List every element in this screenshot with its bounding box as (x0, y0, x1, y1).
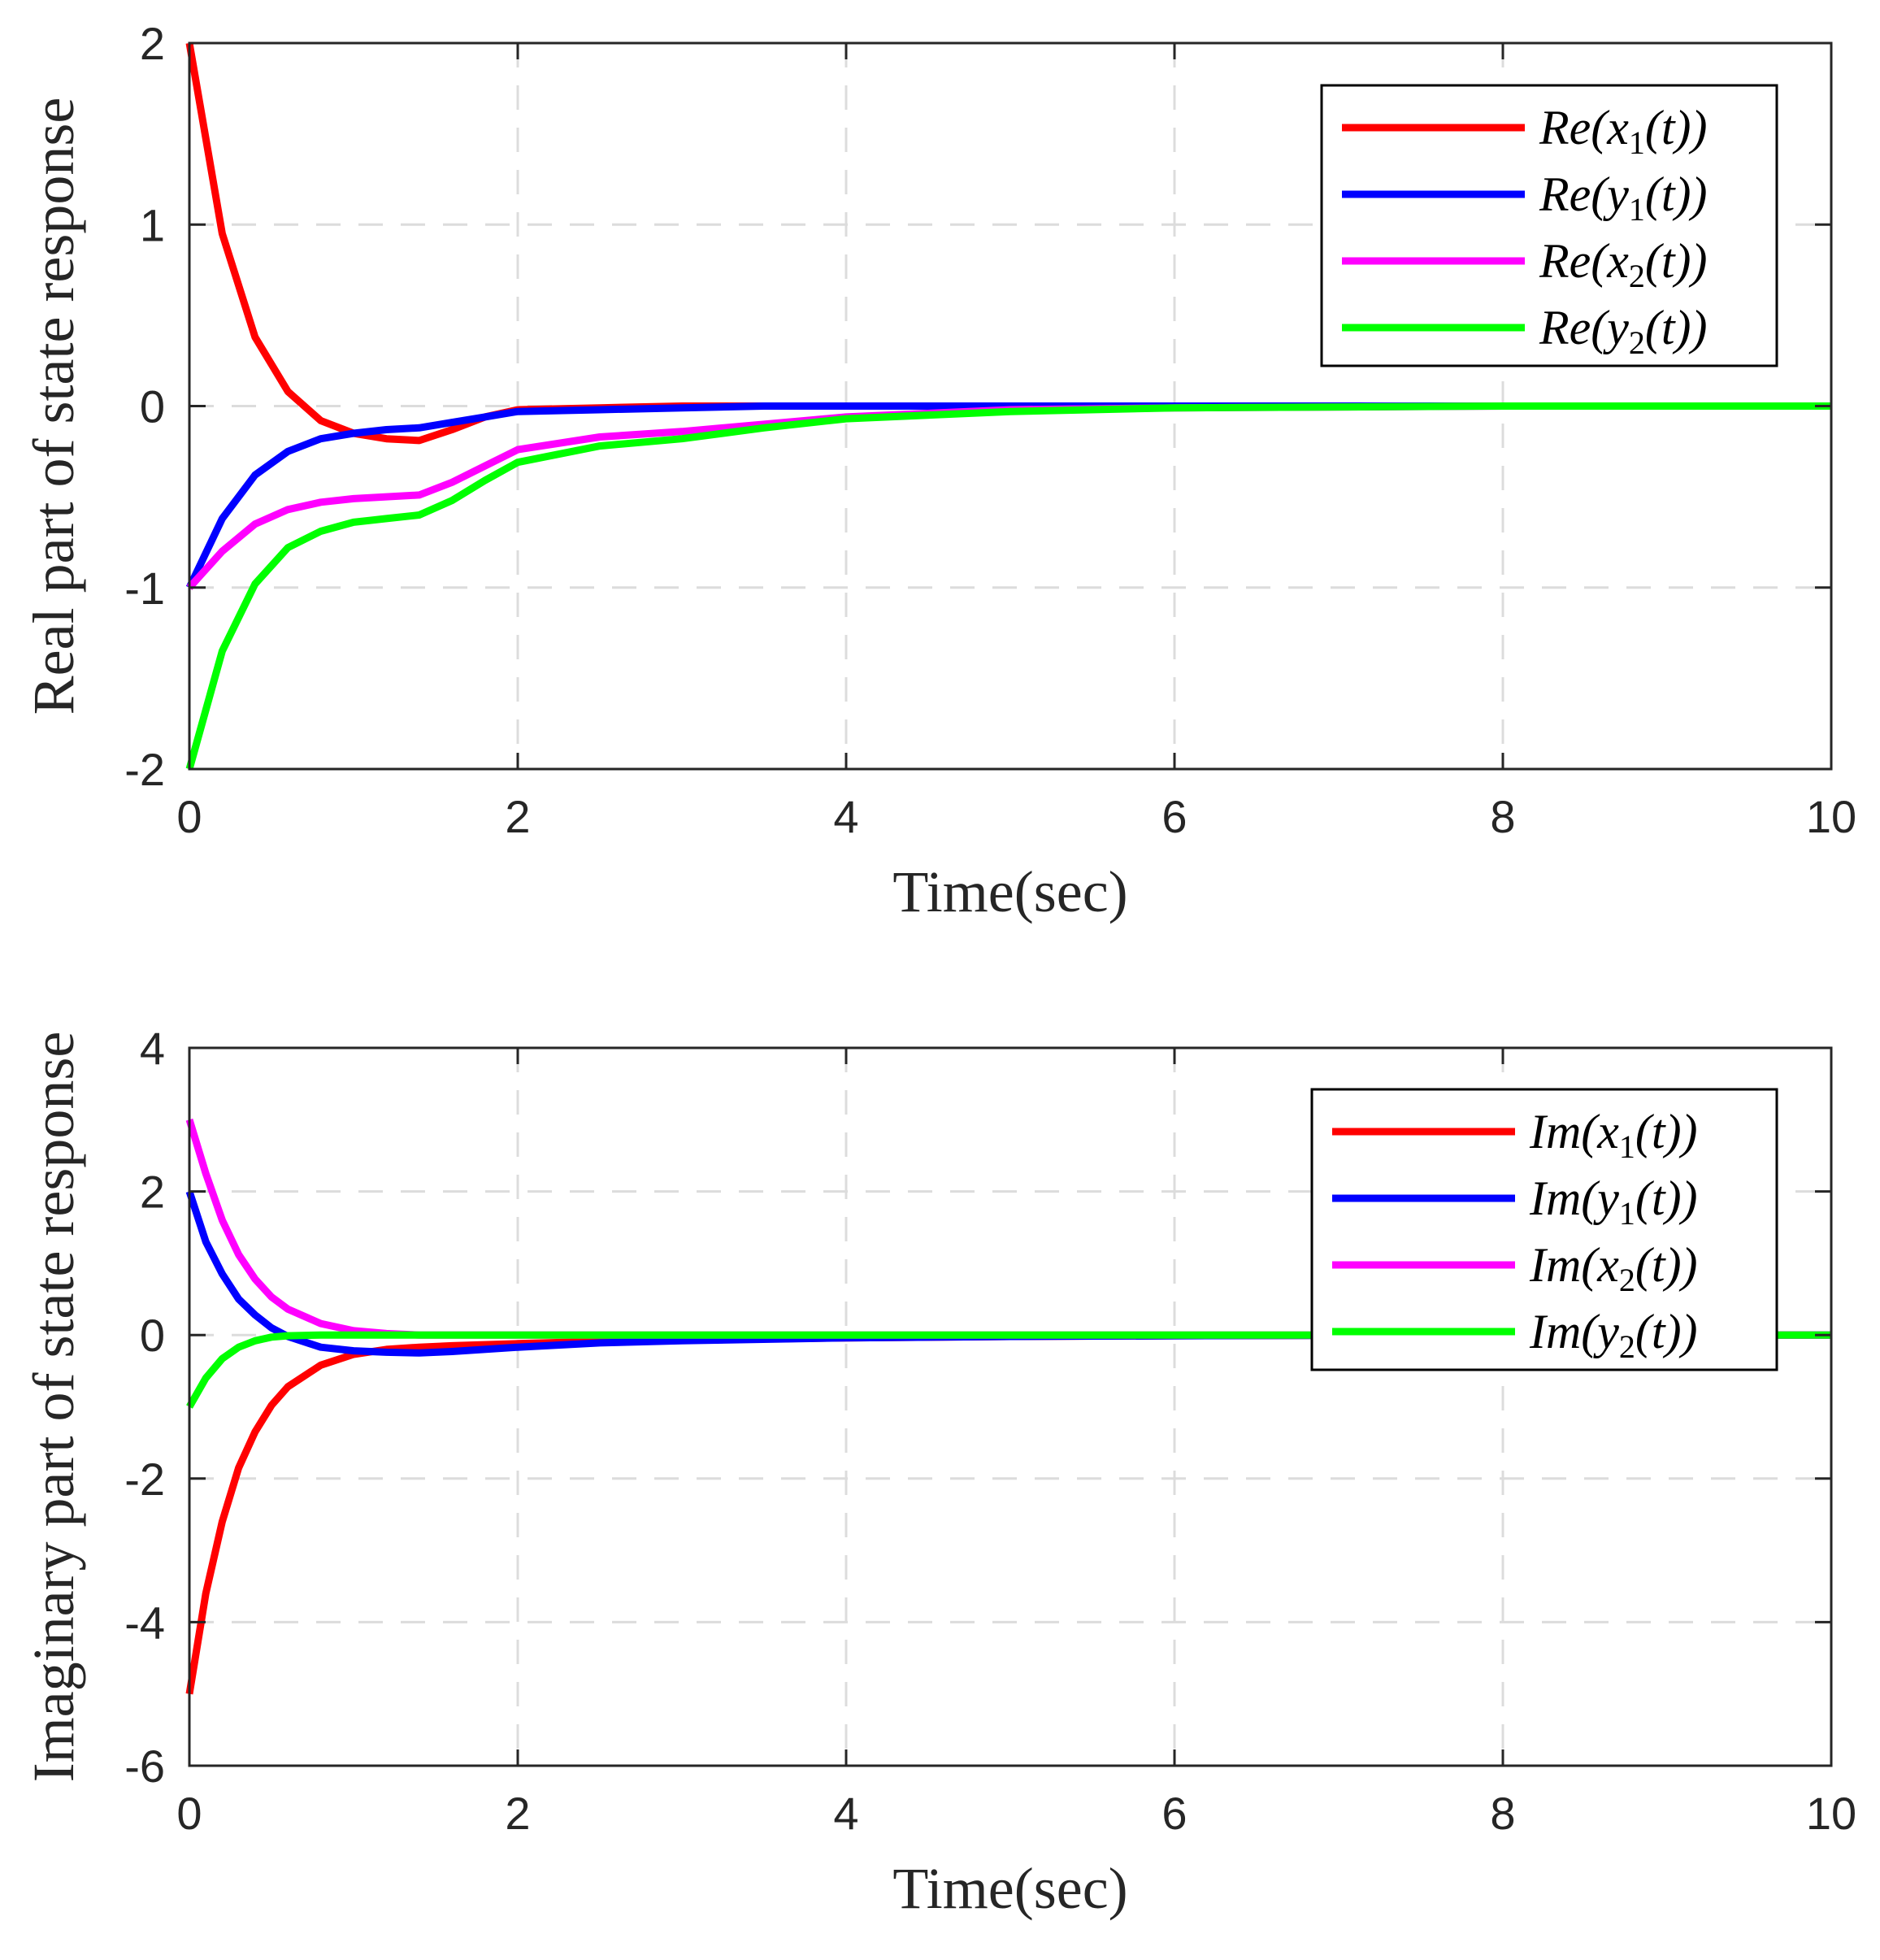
chart-panel-2: 0 2 4 6 8 10 -6 -4 -2 0 2 4 Time(sec) Imaginary part … (21, 1023, 1856, 1921)
legend: Re(x1(t))Re(y1(t))Re(x2(t)) Re(y2(t)) (1320, 84, 1778, 367)
y-tick-label: 2 (140, 18, 165, 69)
legend-label: Re(x2(t)) (1539, 234, 1708, 294)
legend-label: Im(x1(t)) (1529, 1105, 1698, 1165)
legend-label: Im(y1(t)) (1529, 1171, 1698, 1232)
y-tick-label: 0 (140, 1310, 165, 1361)
y-axis-label: Real part of state response (21, 98, 86, 715)
legend-label: Re(y2(t)) (1539, 301, 1708, 361)
legend-label: Im(y2(t)) (1529, 1305, 1698, 1365)
x-axis-label: Time(sec) (892, 859, 1127, 924)
legend-label: Im(x2(t)) (1529, 1238, 1698, 1298)
x-tick-label: 6 (1161, 1788, 1187, 1839)
x-tick-label: 10 (1806, 1788, 1856, 1839)
x-tick-label: 0 (176, 1788, 202, 1839)
x-tick-label: 2 (505, 1788, 530, 1839)
axes-frame (188, 1046, 1833, 1767)
legend-label: Re(y1(t)) (1539, 167, 1708, 228)
x-tick-label: 6 (1161, 791, 1187, 842)
chart-panel-1: 0 2 4 6 8 10 -2 -1 0 1 2 Time(sec) Real part of stat… (21, 18, 1856, 924)
legend: Im(x1(t))Im(y1(t))Im(x2(t)) Im(y2(t)) (1310, 1088, 1778, 1371)
legend-box (1320, 84, 1778, 367)
x-tick-label: 10 (1806, 791, 1856, 842)
series-line-im-y2-t (186, 1331, 1831, 1409)
series-line-re-y2-t (185, 402, 1831, 771)
legend-label: Re(x1(t)) (1539, 101, 1708, 161)
x-tick-label: 8 (1490, 1788, 1515, 1839)
x-tick-label: 4 (833, 1788, 858, 1839)
legend-box (1310, 1088, 1778, 1371)
x-tick-label: 0 (176, 791, 202, 842)
x-axis-label: Time(sec) (892, 1856, 1127, 1921)
y-tick-label: -2 (124, 744, 165, 795)
y-tick-label: -4 (124, 1597, 165, 1648)
y-tick-label: -2 (124, 1454, 165, 1505)
y-tick-label: 4 (140, 1023, 165, 1074)
x-tick-label: 8 (1490, 791, 1515, 842)
y-axis-label: Imaginary part of state response (21, 1032, 86, 1783)
x-tick-label: 2 (505, 791, 530, 842)
y-tick-label: 1 (140, 199, 165, 250)
y-tick-label: -6 (124, 1741, 165, 1792)
series-line-im-x1-t (185, 1331, 1831, 1695)
x-tick-label: 4 (833, 791, 858, 842)
y-tick-label: 2 (140, 1167, 165, 1218)
y-tick-label: -1 (124, 563, 165, 614)
y-tick-label: 0 (140, 381, 165, 432)
